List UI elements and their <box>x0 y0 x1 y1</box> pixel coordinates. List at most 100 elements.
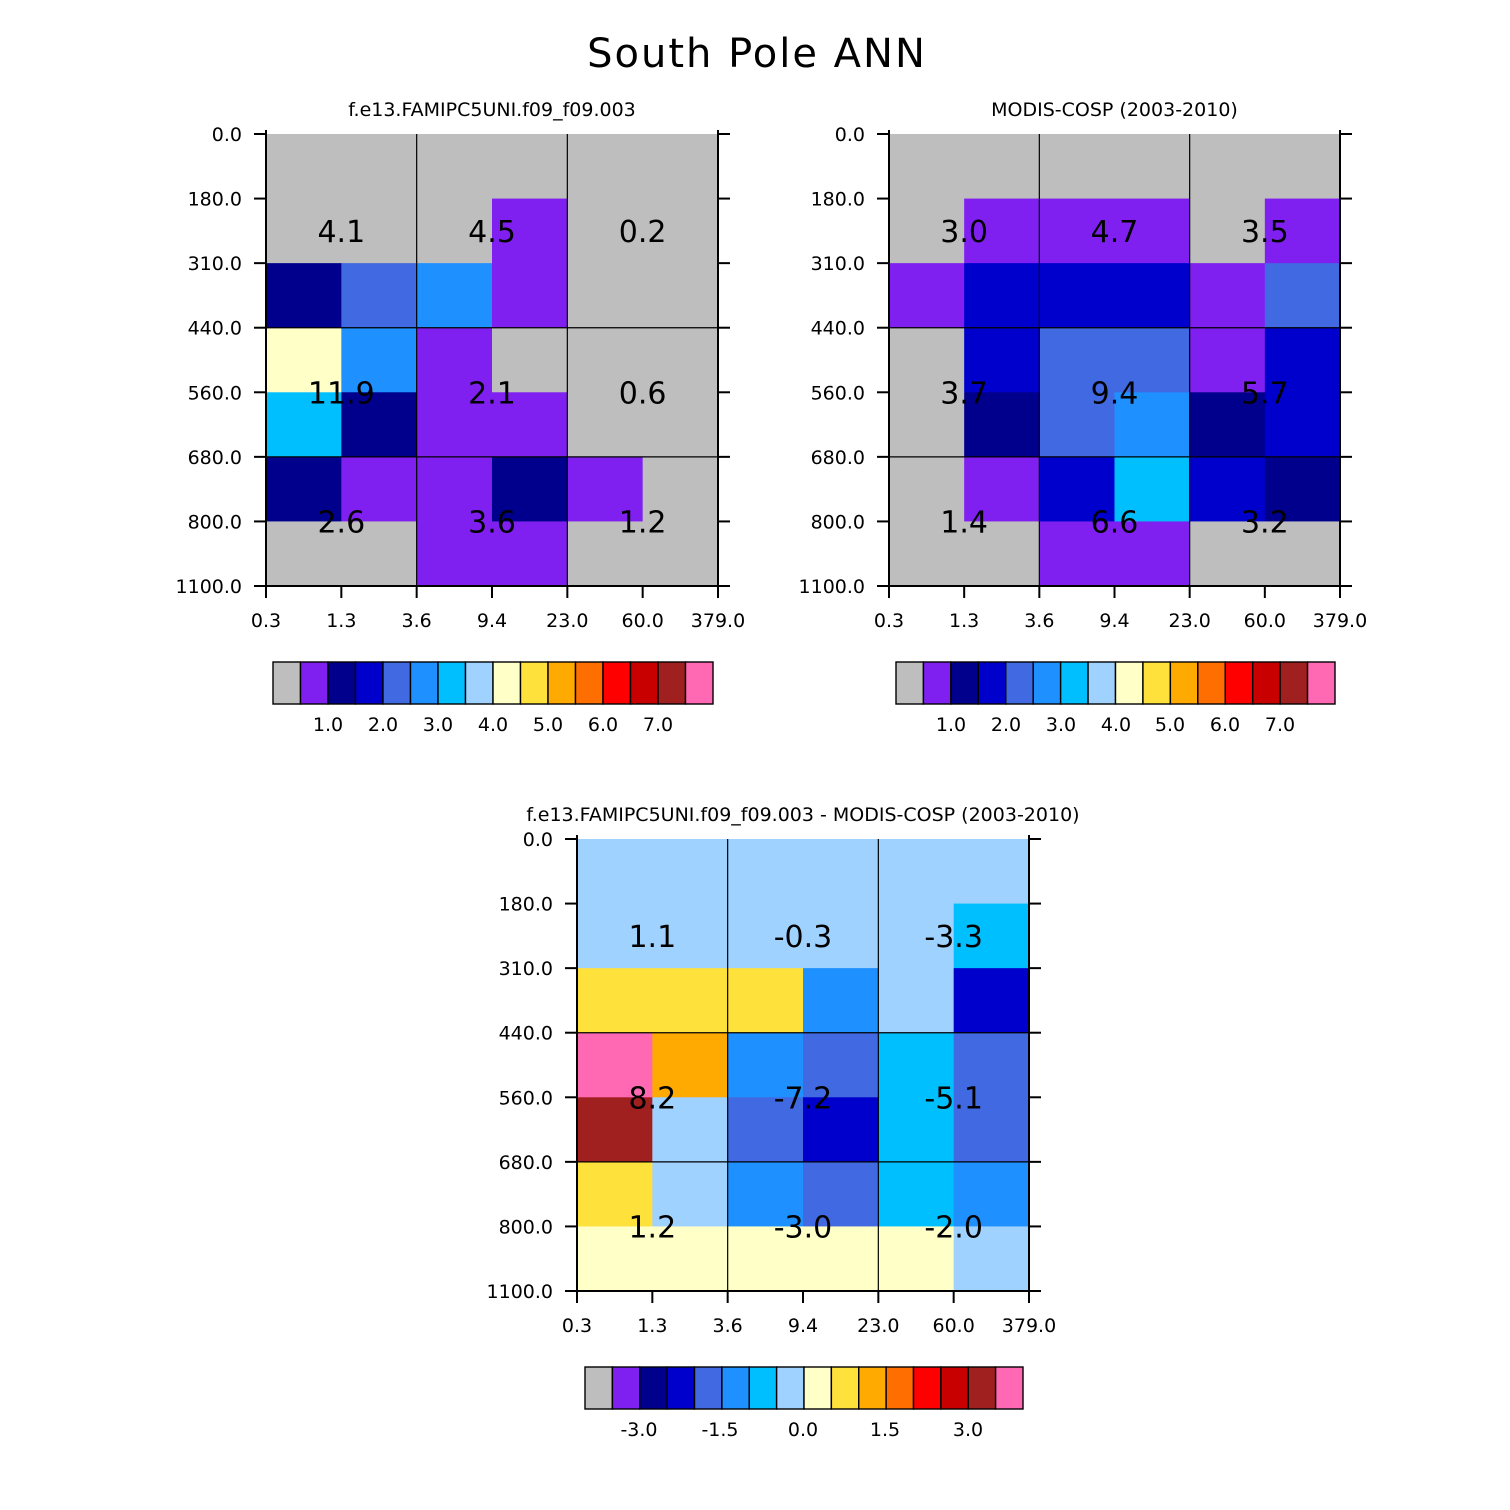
colorbar-box <box>409 661 439 705</box>
colorbar-box <box>967 1366 997 1410</box>
colorbar-label: 7.0 <box>1265 714 1295 736</box>
heatmap-cell <box>889 134 965 200</box>
colorbar-label: 5.0 <box>533 714 563 736</box>
heatmap-cell <box>1114 198 1191 264</box>
colorbar-label: 4.0 <box>478 714 508 736</box>
heatmap-cell <box>577 1097 653 1163</box>
heatmap-cell <box>1264 456 1341 523</box>
colorbar-label: 3.0 <box>953 1419 983 1441</box>
x-tick-label: 23.0 <box>1169 610 1211 632</box>
colorbar: -3.0 -1.5 0.0 1.5 3.0 <box>584 1366 1024 1441</box>
heatmap-cell <box>567 134 644 200</box>
heatmap-cell <box>1264 263 1341 329</box>
colorbar-box <box>492 661 522 705</box>
heatmap-cell <box>577 903 653 969</box>
cell-value-label: 2.6 <box>317 505 365 540</box>
x-tick-label: 379.0 <box>1002 1315 1056 1337</box>
y-tick-label: 560.0 <box>188 382 242 404</box>
cell-value-label: 11.9 <box>308 376 375 411</box>
colorbar-label: 5.0 <box>1155 714 1185 736</box>
y-tick-label: 310.0 <box>811 253 865 275</box>
colorbar-box <box>895 661 925 705</box>
heatmap-cell <box>652 1097 729 1163</box>
heatmap-cell <box>416 327 493 393</box>
x-tick-label: 60.0 <box>622 610 664 632</box>
cell-value-label: 4.7 <box>1091 215 1139 250</box>
heatmap-cell <box>416 198 493 264</box>
heatmap-cell <box>1189 134 1266 200</box>
colorbar-box <box>1059 661 1089 705</box>
heatmap-cell <box>1039 134 1116 200</box>
y-tick-label: 560.0 <box>499 1087 553 1109</box>
colorbar: 1.0 2.0 3.0 4.0 5.0 6.0 7.0 <box>895 661 1336 736</box>
heatmap-cell <box>266 327 342 393</box>
panel-title: f.e13.FAMIPC5UNI.f09_f09.003 <box>348 99 636 121</box>
heatmap-cell <box>492 392 568 458</box>
heatmap-cell <box>1189 198 1266 264</box>
heatmap-cell <box>567 521 644 587</box>
colorbar-box <box>912 1366 942 1410</box>
colorbar-box <box>1005 661 1034 705</box>
y-tick-label: 0.0 <box>212 124 242 146</box>
colorbar-box <box>464 661 494 705</box>
cell-value-label: 1.2 <box>628 1210 676 1245</box>
heatmap-cell <box>953 1032 1030 1098</box>
heatmap-cell <box>964 327 1040 393</box>
cell-value-label: 3.0 <box>940 215 988 250</box>
heatmap-cell <box>652 1032 729 1098</box>
heatmap-cell <box>416 392 493 458</box>
colorbar-label: -3.0 <box>620 1419 657 1441</box>
heatmap-cell <box>889 263 965 329</box>
heatmap-cell <box>803 1032 879 1098</box>
colorbar-label: 3.0 <box>1046 714 1076 736</box>
x-tick-label: 3.6 <box>713 1315 743 1337</box>
heatmap-cell <box>1114 134 1191 200</box>
colorbar-box <box>299 661 329 705</box>
colorbar-label: 0.0 <box>788 1419 818 1441</box>
heatmap-cell <box>878 1161 955 1228</box>
panel-1: 0.0 180.0 310.0 440.0 560.0 680.0 800.0 1100.0 0… <box>176 99 746 736</box>
cell-value-label: 4.5 <box>468 215 516 250</box>
colorbar-box <box>922 661 952 705</box>
heatmap-cell <box>642 134 719 200</box>
heatmap-cell <box>492 198 568 264</box>
heatmap-cell <box>1039 521 1116 587</box>
heatmap-cell <box>492 327 568 393</box>
colorbar-box <box>950 661 980 705</box>
figure-title: South Pole ANN <box>587 31 927 77</box>
heatmap-cell <box>652 839 729 905</box>
colorbar-box <box>885 1366 915 1410</box>
heatmap-cell <box>1264 327 1341 393</box>
heatmap-cell <box>953 968 1030 1034</box>
heatmap-cell <box>577 1032 653 1098</box>
heatmap-cell <box>266 198 342 264</box>
cell-value-label: -5.1 <box>924 1081 983 1116</box>
heatmap-cell <box>266 456 342 523</box>
colorbar-box <box>748 1366 778 1410</box>
colorbar-label: 6.0 <box>1210 714 1240 736</box>
cell-value-label: 1.1 <box>628 920 676 955</box>
heatmap-cell <box>341 521 418 587</box>
colorbar-label: 2.0 <box>368 714 398 736</box>
heatmap-cell <box>889 456 965 523</box>
colorbar-box <box>994 1366 1024 1410</box>
x-tick-label: 23.0 <box>857 1315 899 1337</box>
heatmap-cell <box>567 263 644 329</box>
heatmap-cell <box>1039 263 1116 329</box>
heatmap-cell <box>803 1161 879 1228</box>
heatmap-cell <box>727 968 804 1034</box>
heatmap-cell <box>416 521 493 587</box>
colorbar-box <box>272 661 302 705</box>
heatmap-cell <box>964 263 1040 329</box>
colorbar-box <box>629 661 659 705</box>
heatmap-cell <box>266 521 342 587</box>
colorbar-label: 1.0 <box>936 714 966 736</box>
colorbar-box <box>611 1366 641 1410</box>
heatmap-cell <box>652 1226 729 1292</box>
colorbar-box <box>721 1366 750 1410</box>
heatmap-cell <box>266 134 342 200</box>
heatmap-cell <box>1114 392 1191 458</box>
colorbar-box <box>1169 661 1199 705</box>
colorbar-box <box>437 661 467 705</box>
colorbar-box <box>1197 661 1226 705</box>
